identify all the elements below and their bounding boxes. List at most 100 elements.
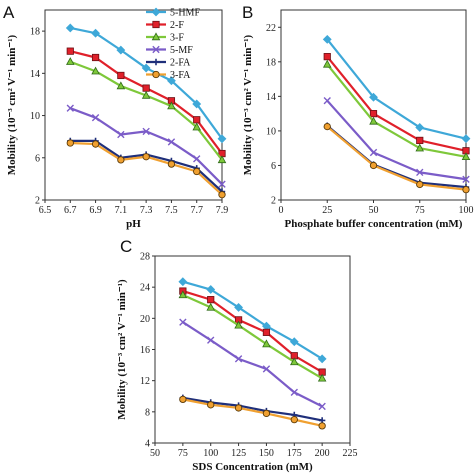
panel-a-series-3-f-point <box>116 81 126 90</box>
panel-a-letter: A <box>3 3 15 22</box>
panel-a-series-5-hmf-point <box>116 45 126 55</box>
panel-b-letter: B <box>242 3 253 22</box>
panel-c-y-tick-label: 28 <box>140 252 150 263</box>
panel-a-chart: 6.5 6.7 6.9 7.1 7.3 7.5 7.7 7.9 2 6 10 14 18 pH Mobili… <box>6 8 228 231</box>
panel-a-series-5-mf-point <box>218 180 226 188</box>
panel-c-series-2-fa <box>179 394 326 424</box>
panel-b-series-3-f-point <box>415 143 425 152</box>
panel-c-series-3-fa-point <box>290 415 298 424</box>
panel-a-series-5-hmf-point <box>91 28 100 38</box>
panel-c-x-tick-label: 150 <box>259 448 274 459</box>
panel-b-series-3-fa-point <box>369 161 378 170</box>
panel-c-series-2-f <box>179 287 326 376</box>
panel-c-series-5-hmf <box>178 277 327 364</box>
panel-c-series-2-f-point <box>207 296 215 304</box>
panel-a-legend-entry-2-f-marker <box>152 20 160 29</box>
panel-a-x-tick-label: 7.7 <box>190 205 203 216</box>
panel-a-series-3-f-point <box>192 122 201 131</box>
panel-a-series-3-f <box>66 57 227 164</box>
panel-b-series-2-f-point <box>369 110 378 118</box>
panel-a-series-5-hmf-point <box>192 99 202 109</box>
panel-c-series-2-fa-line <box>182 396 323 422</box>
panel-a-series-3-fa-point <box>218 191 226 199</box>
panel-b-series-5-mf-point <box>416 168 424 177</box>
panel-b-series-5-mf-point <box>369 148 378 157</box>
panel-a-y-tick-label: 10 <box>30 111 40 122</box>
panel-a-x-tick-label: 7.5 <box>165 205 178 216</box>
panel-a-legend-entry-5-hmf-marker <box>151 7 161 17</box>
panel-a-plot-frame <box>44 9 223 201</box>
panel-c-x-tick-label: 100 <box>203 448 218 459</box>
panel-c-series-5-hmf-point <box>206 285 216 294</box>
panel-b-series-3-f-point <box>322 59 332 68</box>
panel-c-y-tick-label: 24 <box>140 283 150 294</box>
panel-c-chart: 50 75 100 125 150 175 200 225 4 8 12 16 20 24 28 SDS Co… <box>116 252 358 474</box>
panel-c-series-5-mf-point <box>262 365 271 373</box>
panel-b-x-tick-label: 0 <box>279 205 284 216</box>
panel-b-series-3-f-point <box>461 152 471 161</box>
panel-a-series-3-fa-point <box>193 167 201 176</box>
panel-b-y-axis-label: Mobility (10⁻³ cm² V⁻¹ min⁻¹) <box>242 34 254 175</box>
panel-b-series-5-mf <box>323 96 470 183</box>
panel-b-series-5-mf-point <box>462 175 470 183</box>
panel-b-series-3-fa-point <box>462 185 470 194</box>
panel-b-series-3-fa-line <box>326 125 467 191</box>
panel-c-x-tick-label: 200 <box>315 448 330 459</box>
panel-c-y-axis-label: Mobility (10⁻³ cm² V⁻¹ min⁻¹) <box>116 279 128 420</box>
panel-b-y-tick-label: 14 <box>266 92 276 103</box>
panel-a-series-5-hmf-point <box>217 134 227 144</box>
panel-c-series-3-fa <box>179 395 326 430</box>
panel-b-series-5-mf-point <box>323 96 331 105</box>
panel-b-x-tick-label: 50 <box>369 205 379 216</box>
panel-a-series-2-f-point <box>117 71 125 80</box>
panel-a-series-2-fa-line <box>70 139 223 193</box>
panel-c-series-3-f-point <box>262 339 271 348</box>
panel-c-series-3-fa-point <box>262 409 271 418</box>
panel-a-series-3-f-point <box>91 66 100 75</box>
panel-c-series-3-f-point <box>206 302 215 311</box>
panel-b-series-3-fa <box>323 122 470 194</box>
panel-b-y-tick-label: 18 <box>266 57 276 68</box>
panel-c-series-5-mf <box>179 318 326 411</box>
panel-c-series-5-mf-point <box>179 318 187 326</box>
panel-c-series-5-hmf-point <box>317 354 327 364</box>
panel-b-plot-frame <box>280 9 467 201</box>
panel-a-legend-entry-5-mf-marker <box>152 45 160 54</box>
panel-a-x-tick-label: 6.5 <box>39 205 52 216</box>
panel-a-series-5-mf-point <box>91 113 100 122</box>
panel-a-series-3-fa-point <box>66 139 74 147</box>
panel-a-legend-entry-3-fa-label: 3-FA <box>170 70 191 81</box>
panel-c-series-5-mf-point <box>234 355 243 363</box>
panel-b-y-tick-label: 10 <box>266 126 276 137</box>
panel-a-series-2-fa <box>67 137 226 195</box>
panel-c-series-3-fa-point <box>318 422 326 430</box>
panel-a-y-tick-label: 2 <box>35 196 40 207</box>
panel-a-x-axis-label: pH <box>126 218 141 230</box>
panel-a-series-3-fa <box>66 139 226 199</box>
panel-b-series-2-fa <box>324 122 470 191</box>
panel-b-series-3-fa-point <box>323 122 331 131</box>
panel-c-series-5-hmf-line <box>182 280 323 360</box>
panel-c-series-5-hmf-point <box>234 303 243 312</box>
panel-c-x-tick-label: 225 <box>343 448 358 459</box>
panel-c-series-2-f-line <box>182 290 323 374</box>
panel-b-x-tick-label: 25 <box>322 205 332 216</box>
panel-b-series-2-f-point <box>323 53 331 61</box>
panel-a-legend-entry-2-fa-label: 2-FA <box>170 58 191 69</box>
panel-a-series-3-fa-point <box>91 140 100 148</box>
panel-c-x-tick-label: 175 <box>287 448 302 459</box>
panel-a-series-5-mf-point <box>66 104 74 112</box>
panel-b-series-3-fa-point <box>416 180 424 189</box>
panel-a-legend-entry-3-fa-marker <box>152 70 160 79</box>
panel-a-legend-entry-2-f-label: 2-F <box>170 20 184 31</box>
panel-a-series-3-f-point <box>217 155 227 164</box>
panel-b-series-3-f-line <box>326 63 467 158</box>
panel-c-y-tick-label: 16 <box>140 345 150 356</box>
panel-c-series-3-fa-point <box>179 395 187 404</box>
panel-a-series-3-f-point <box>66 57 75 65</box>
panel-a-series-3-fa-point <box>167 160 176 168</box>
panel-b-chart: 0 25 50 75 100 2 6 10 14 18 22 Phosphate buffer con… <box>242 9 474 230</box>
panel-a-series-5-hmf <box>65 23 227 144</box>
